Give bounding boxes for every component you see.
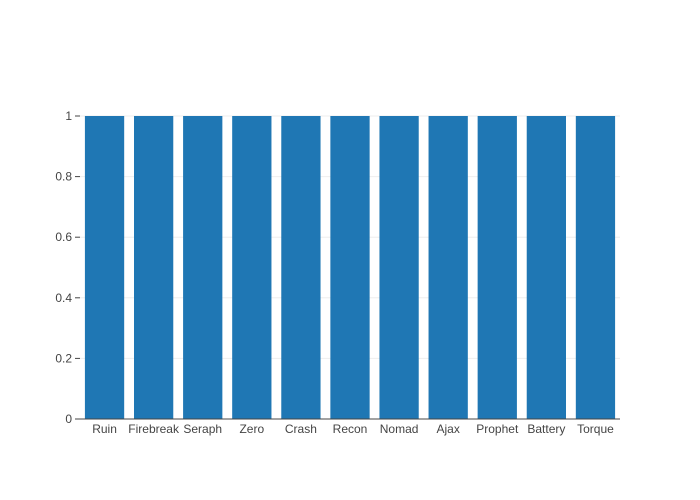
y-tick-label: 1 — [65, 109, 72, 123]
bar-torque[interactable] — [575, 116, 616, 419]
x-tick-label: Zero — [239, 422, 264, 436]
bar-firebreak[interactable] — [134, 116, 174, 419]
y-tick-label: 0.8 — [55, 170, 72, 184]
x-tick-label: Battery — [527, 422, 565, 436]
y-tick-label: 0.6 — [55, 230, 72, 244]
x-tick-label: Prophet — [476, 422, 519, 436]
bar-ajax[interactable] — [428, 116, 468, 419]
y-tick-label: 0.2 — [55, 351, 72, 365]
y-tick-label: 0 — [65, 412, 72, 426]
x-tick-label: Nomad — [380, 422, 419, 436]
bar-seraph[interactable] — [183, 116, 223, 419]
bar-battery[interactable] — [526, 116, 566, 419]
x-tick-label: Seraph — [183, 422, 222, 436]
x-tick-label: Crash — [285, 422, 317, 436]
bar-nomad[interactable] — [379, 116, 419, 419]
x-tick-label: Ajax — [437, 422, 460, 436]
bar-ruin[interactable] — [84, 116, 125, 419]
x-tick-labels: Ruin Firebreak Seraph Zero Crash Recon Nomad Aj… — [92, 422, 614, 436]
x-tick-label: Torque — [577, 422, 614, 436]
bar-crash[interactable] — [281, 116, 321, 419]
x-tick-label: Ruin — [92, 422, 117, 436]
y-tick-label: 0.4 — [55, 291, 72, 305]
x-tick-label: Firebreak — [128, 422, 180, 436]
bar-recon[interactable] — [330, 116, 370, 419]
bar-prophet[interactable] — [477, 116, 517, 419]
x-tick-label: Recon — [333, 422, 368, 436]
bars — [84, 116, 616, 419]
bar-zero[interactable] — [232, 116, 272, 419]
y-tick-labels: 0 0.2 0.4 0.6 0.8 1 — [55, 109, 80, 426]
